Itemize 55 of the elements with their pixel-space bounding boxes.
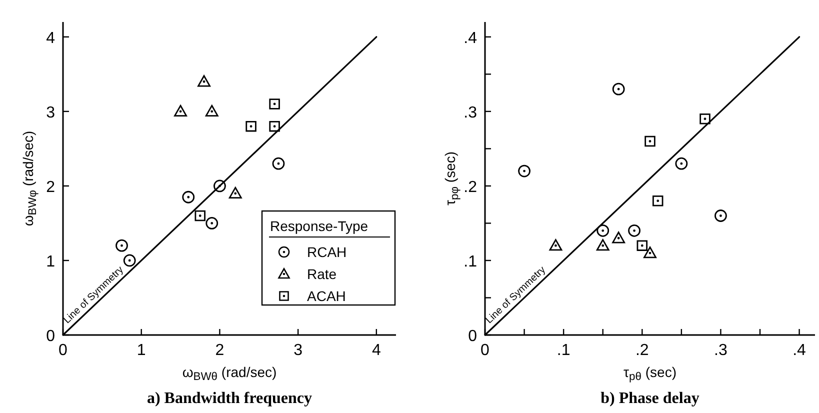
legend-label: RCAH: [307, 244, 347, 260]
point: [205, 104, 218, 117]
x-tick-label: 0: [58, 342, 68, 359]
x-axis-title: ω$_{BWθ}$ (rad/sec): [182, 364, 277, 384]
point: [644, 246, 656, 258]
x-tick-label: 4: [372, 342, 381, 359]
point: [628, 224, 640, 237]
x-axis-title: τ$_{pθ}$ (sec): [624, 364, 676, 384]
point: [675, 157, 688, 170]
x-tick-label: 0: [480, 342, 490, 359]
point: [182, 190, 195, 204]
point: [228, 186, 242, 199]
point: [652, 195, 664, 206]
y-tick-label: 3: [46, 104, 56, 122]
legend-label: ACAH: [307, 288, 346, 304]
point: [700, 114, 710, 124]
point: [116, 239, 128, 252]
point: [596, 239, 610, 251]
y-tick-label: .3: [464, 104, 478, 122]
x-tick-label: .3: [714, 342, 728, 359]
point: [549, 239, 562, 251]
point: [123, 254, 136, 267]
point: [612, 232, 626, 244]
point: [644, 136, 656, 147]
y-tick-label: 0: [46, 328, 56, 345]
point: [246, 120, 256, 132]
y-tick-label: 2: [46, 178, 56, 196]
point: [272, 157, 285, 170]
point: [269, 120, 280, 132]
legend-label: Rate: [307, 266, 337, 282]
point: [174, 104, 188, 117]
y-tick-label: 0: [468, 328, 478, 345]
x-tick-label: 3: [294, 342, 303, 359]
y-tick-label: 1: [46, 253, 56, 270]
point: [612, 82, 625, 96]
point: [194, 210, 206, 222]
point: [714, 210, 727, 222]
point: [518, 164, 530, 178]
y-tick-label: .2: [464, 178, 478, 196]
point: [269, 98, 280, 110]
text: b) Phase delay: [600, 390, 700, 407]
y-tick-label: 4: [46, 30, 56, 47]
x-tick-label: .4: [792, 342, 806, 359]
x-tick-label: .1: [556, 342, 570, 359]
y-tick-label: .4: [464, 30, 478, 47]
text: a) Bandwidth frequency: [146, 390, 312, 407]
point: [636, 240, 648, 251]
y-tick-label: .1: [464, 253, 478, 270]
x-tick-label: .2: [635, 342, 649, 359]
x-tick-label: 2: [215, 342, 224, 359]
x-tick-label: 1: [136, 342, 146, 359]
point: [596, 224, 610, 237]
point: [206, 217, 218, 230]
legend-title: Response-Type: [270, 218, 368, 234]
point: [198, 75, 211, 87]
